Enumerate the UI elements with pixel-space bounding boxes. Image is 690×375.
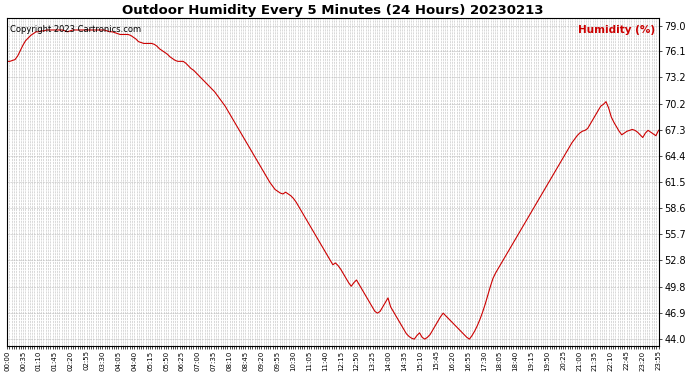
Text: Copyright 2023 Cartronics.com: Copyright 2023 Cartronics.com: [10, 25, 141, 34]
Title: Outdoor Humidity Every 5 Minutes (24 Hours) 20230213: Outdoor Humidity Every 5 Minutes (24 Hou…: [122, 4, 544, 17]
Text: Humidity (%): Humidity (%): [578, 25, 656, 35]
